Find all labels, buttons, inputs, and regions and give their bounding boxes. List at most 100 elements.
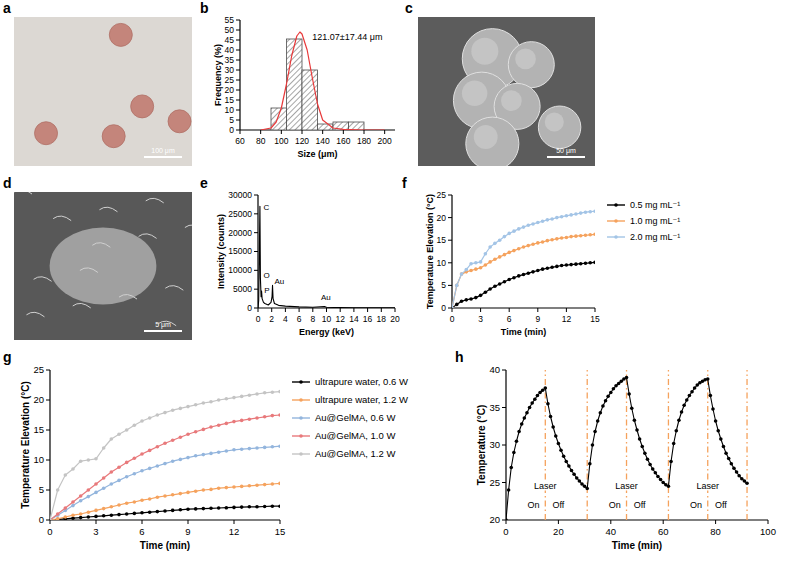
data-point <box>737 474 741 478</box>
data-point <box>565 263 569 267</box>
data-point <box>217 486 221 490</box>
microsphere <box>109 23 132 46</box>
reference-line <box>587 370 588 520</box>
data-point <box>517 274 521 278</box>
x-tick-label: 10 <box>322 314 332 324</box>
data-point <box>225 506 229 510</box>
data-point <box>588 462 592 466</box>
data-point <box>110 513 114 517</box>
legend-label: Au@GelMA, 1.0 W <box>315 430 395 441</box>
data-point <box>255 446 259 450</box>
data-point <box>579 234 583 238</box>
data-point <box>588 233 592 237</box>
data-point <box>140 452 144 456</box>
data-point <box>541 240 545 244</box>
highlight <box>474 125 498 149</box>
data-point <box>614 203 618 207</box>
microsphere <box>131 95 154 118</box>
highlight <box>515 49 536 70</box>
x-tick <box>558 520 559 524</box>
legend: ultrapure water, 0.6 Wultrapure water, 1… <box>292 376 408 459</box>
data-point <box>271 482 275 486</box>
data-point <box>94 491 98 495</box>
data-point <box>559 448 563 452</box>
data-point <box>102 507 106 511</box>
x-tick <box>299 308 300 312</box>
y-tick <box>254 308 258 309</box>
y-tick <box>254 251 258 252</box>
x-tick-label: 15 <box>275 526 286 537</box>
data-point <box>71 500 75 504</box>
y-tick-label: 5 <box>39 484 44 495</box>
data-point <box>240 395 244 399</box>
data-point <box>148 416 152 420</box>
y-tick <box>46 460 50 461</box>
data-point <box>299 380 303 384</box>
data-line <box>258 206 395 308</box>
data-point <box>601 404 605 408</box>
data-point <box>278 444 280 448</box>
microsphere <box>35 122 58 145</box>
texture <box>34 277 52 282</box>
data-point <box>110 505 114 509</box>
data-point <box>225 449 229 453</box>
data-point <box>248 484 252 488</box>
data-point <box>593 261 595 265</box>
x-tick <box>663 520 664 524</box>
data-point <box>140 469 144 473</box>
data-point <box>614 219 618 223</box>
data-point <box>50 518 52 520</box>
data-point <box>484 252 488 256</box>
data-point <box>171 408 175 412</box>
y-tick-label: 15 <box>437 235 447 245</box>
x-tick <box>395 308 396 312</box>
x-tick <box>280 520 281 524</box>
x-tick-label: 100 <box>760 526 776 537</box>
photo-background <box>14 17 192 166</box>
x-tick <box>96 520 97 524</box>
x-tick-label: 20 <box>390 314 400 324</box>
panel-letter: b <box>200 0 209 16</box>
y-tick-label: 0 <box>247 303 252 313</box>
data-point <box>263 505 267 509</box>
plot-texts: LaserOnOffLaserOnOffLaserOnOff <box>527 481 729 511</box>
x-tick <box>367 308 368 312</box>
data-point <box>546 402 550 406</box>
x-tick <box>322 130 323 134</box>
data-point <box>110 437 114 441</box>
data-line <box>452 234 595 308</box>
y-axis-line <box>49 370 50 520</box>
data-point <box>570 469 574 473</box>
x-tick-label: 20 <box>553 526 564 537</box>
axes: 0246810121416182005000100001500020000250… <box>216 190 400 337</box>
x-axis-title: Time (min) <box>501 327 546 337</box>
data-point <box>732 466 736 470</box>
texture <box>146 198 164 203</box>
x-tick <box>302 130 303 134</box>
data-point <box>531 242 535 246</box>
y-tick-label: 25 <box>437 190 447 200</box>
data-point <box>512 276 516 280</box>
data-point <box>125 475 129 479</box>
data-point <box>465 298 469 302</box>
y-axis-title: Temperature (°C) <box>476 405 487 486</box>
data-point <box>654 471 658 475</box>
data-point <box>507 232 511 236</box>
data-point <box>612 387 616 391</box>
data-point <box>148 467 152 471</box>
data-point <box>567 464 571 468</box>
data-point <box>588 261 592 265</box>
highlight <box>501 90 522 111</box>
data-point <box>156 445 160 449</box>
x-axis-title: Size (μm) <box>297 149 337 159</box>
y-tick <box>236 30 240 31</box>
data-point <box>110 482 114 486</box>
data-point <box>596 419 600 423</box>
x-tick <box>566 308 567 312</box>
surface <box>50 228 157 305</box>
reference-line <box>668 370 669 520</box>
data-point <box>64 515 68 519</box>
data-point <box>186 456 190 460</box>
data-point <box>465 268 469 272</box>
text-patch <box>633 500 647 510</box>
